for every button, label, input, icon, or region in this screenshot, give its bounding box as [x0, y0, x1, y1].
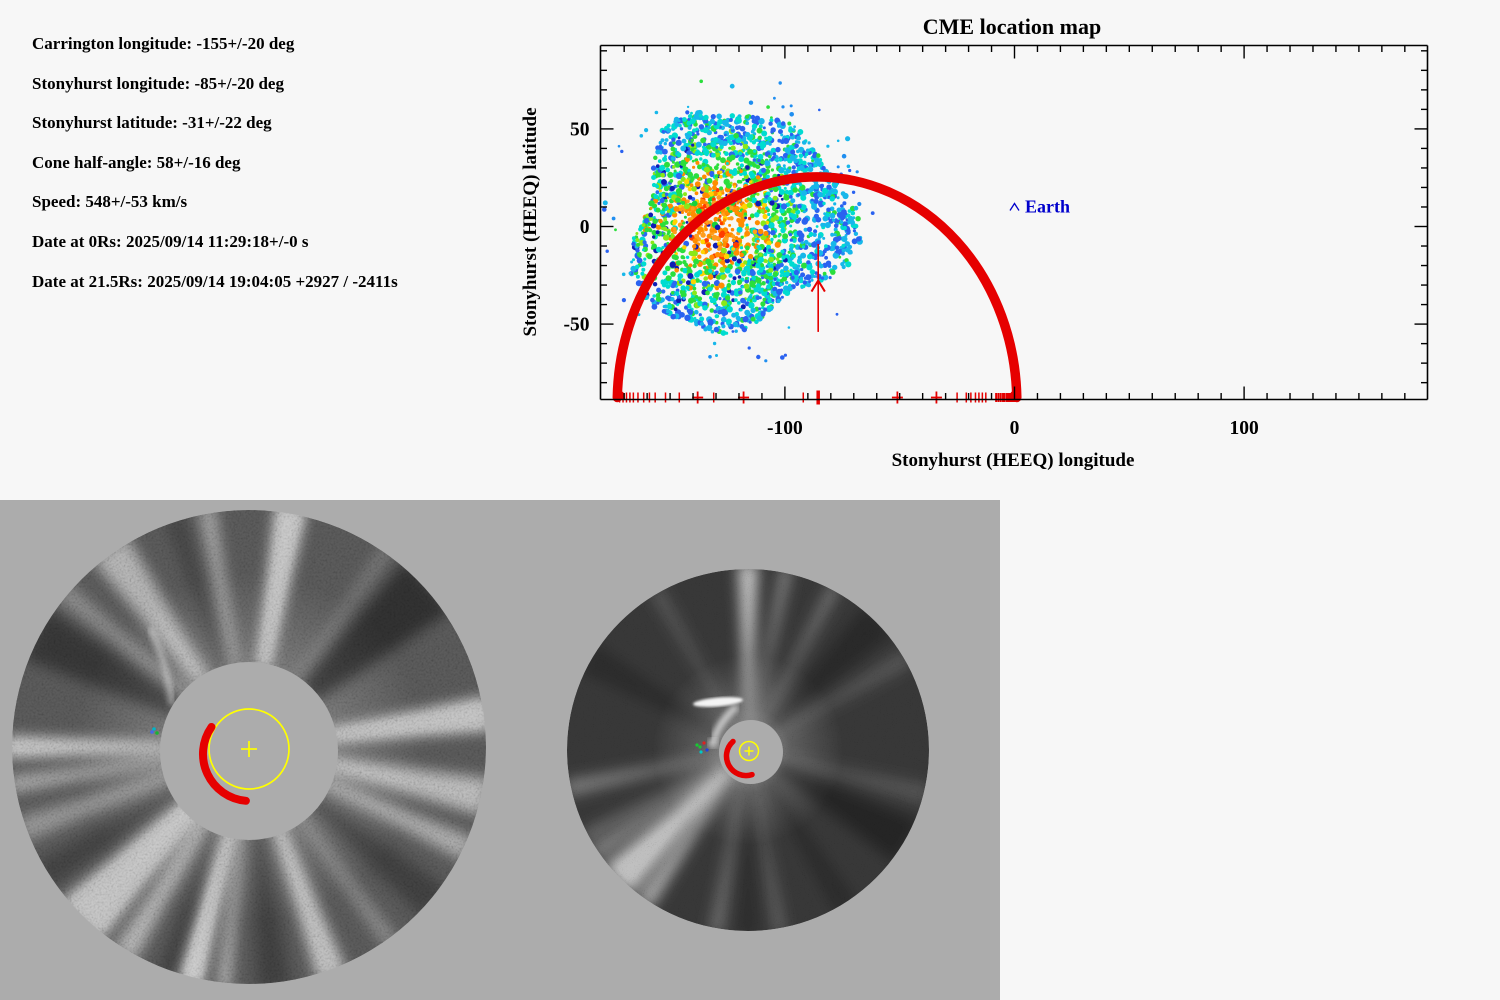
fit-parameter-carrington-longitude: Carrington longitude: -155+/-20 deg	[32, 34, 295, 53]
earth-marker-caret	[1009, 202, 1020, 211]
y-tick-label: 50	[570, 119, 590, 140]
cme-location-map-chart: -100 0 100 -50 0 50 CME location map Stonyhur…	[520, 14, 1429, 471]
c2-cme-front-arc	[199, 723, 250, 805]
fit-parameter-stonyhurst-longitude: Stonyhurst longitude: -85+/-20 deg	[32, 73, 284, 93]
x-tick-label: 100	[1229, 418, 1258, 439]
latitude-uncertainty-marker	[810, 244, 826, 332]
cme-fit-parameters: Carrington longitude: -155+/-20 deg Ston…	[32, 33, 398, 310]
c3-solar-limb-circle	[738, 740, 760, 762]
chart-title: CME location map	[923, 14, 1101, 39]
x-tick-label: -100	[767, 418, 803, 439]
axis-measurement-marks	[618, 390, 1017, 405]
cme-density-cloud	[602, 79, 875, 363]
fit-parameter-stonyhurst-latitude: Stonyhurst latitude: -31+/-22 deg	[32, 113, 272, 133]
chart-generated-graphics: -100 0 100 -50 0 50	[564, 44, 1429, 439]
c3-cme-front-arc	[723, 738, 755, 779]
cme-cone-projection-arc	[612, 172, 1022, 403]
y-axis-label: Stonyhurst (HEEQ) latitude	[520, 107, 541, 336]
x-tick-label: 0	[1010, 418, 1020, 439]
c3-occulter	[719, 720, 783, 784]
c3-cme-bright-feature	[693, 697, 743, 707]
coronagraph-panel: c2 2025/09/14 12:00:07 c3 2025/09/14 12:…	[0, 500, 1000, 1000]
fit-parameter-date-21rs: Date at 21.5Rs: 2025/09/14 19:04:05 +292…	[32, 271, 398, 291]
coronagraph-images	[0, 500, 1000, 1000]
c2-coronagraph-image	[12, 510, 486, 984]
fit-parameter-cone-half-angle: Cone half-angle: 58+/-16 deg	[32, 152, 241, 172]
y-tick-label: 0	[580, 217, 590, 238]
fit-parameter-speed: Speed: 548+/-53 km/s	[32, 192, 188, 212]
x-axis-label: Stonyhurst (HEEQ) longitude	[892, 450, 1135, 471]
y-tick-label: -50	[564, 315, 590, 336]
c2-solar-limb-circle	[208, 708, 290, 790]
fit-parameter-date-0rs: Date at 0Rs: 2025/09/14 11:29:18+/-0 s	[32, 231, 309, 251]
earth-label: Earth	[1025, 197, 1070, 217]
c3-coronagraph-image	[567, 569, 929, 931]
chart-axes: -100 0 100 -50 0 50	[564, 44, 1429, 439]
